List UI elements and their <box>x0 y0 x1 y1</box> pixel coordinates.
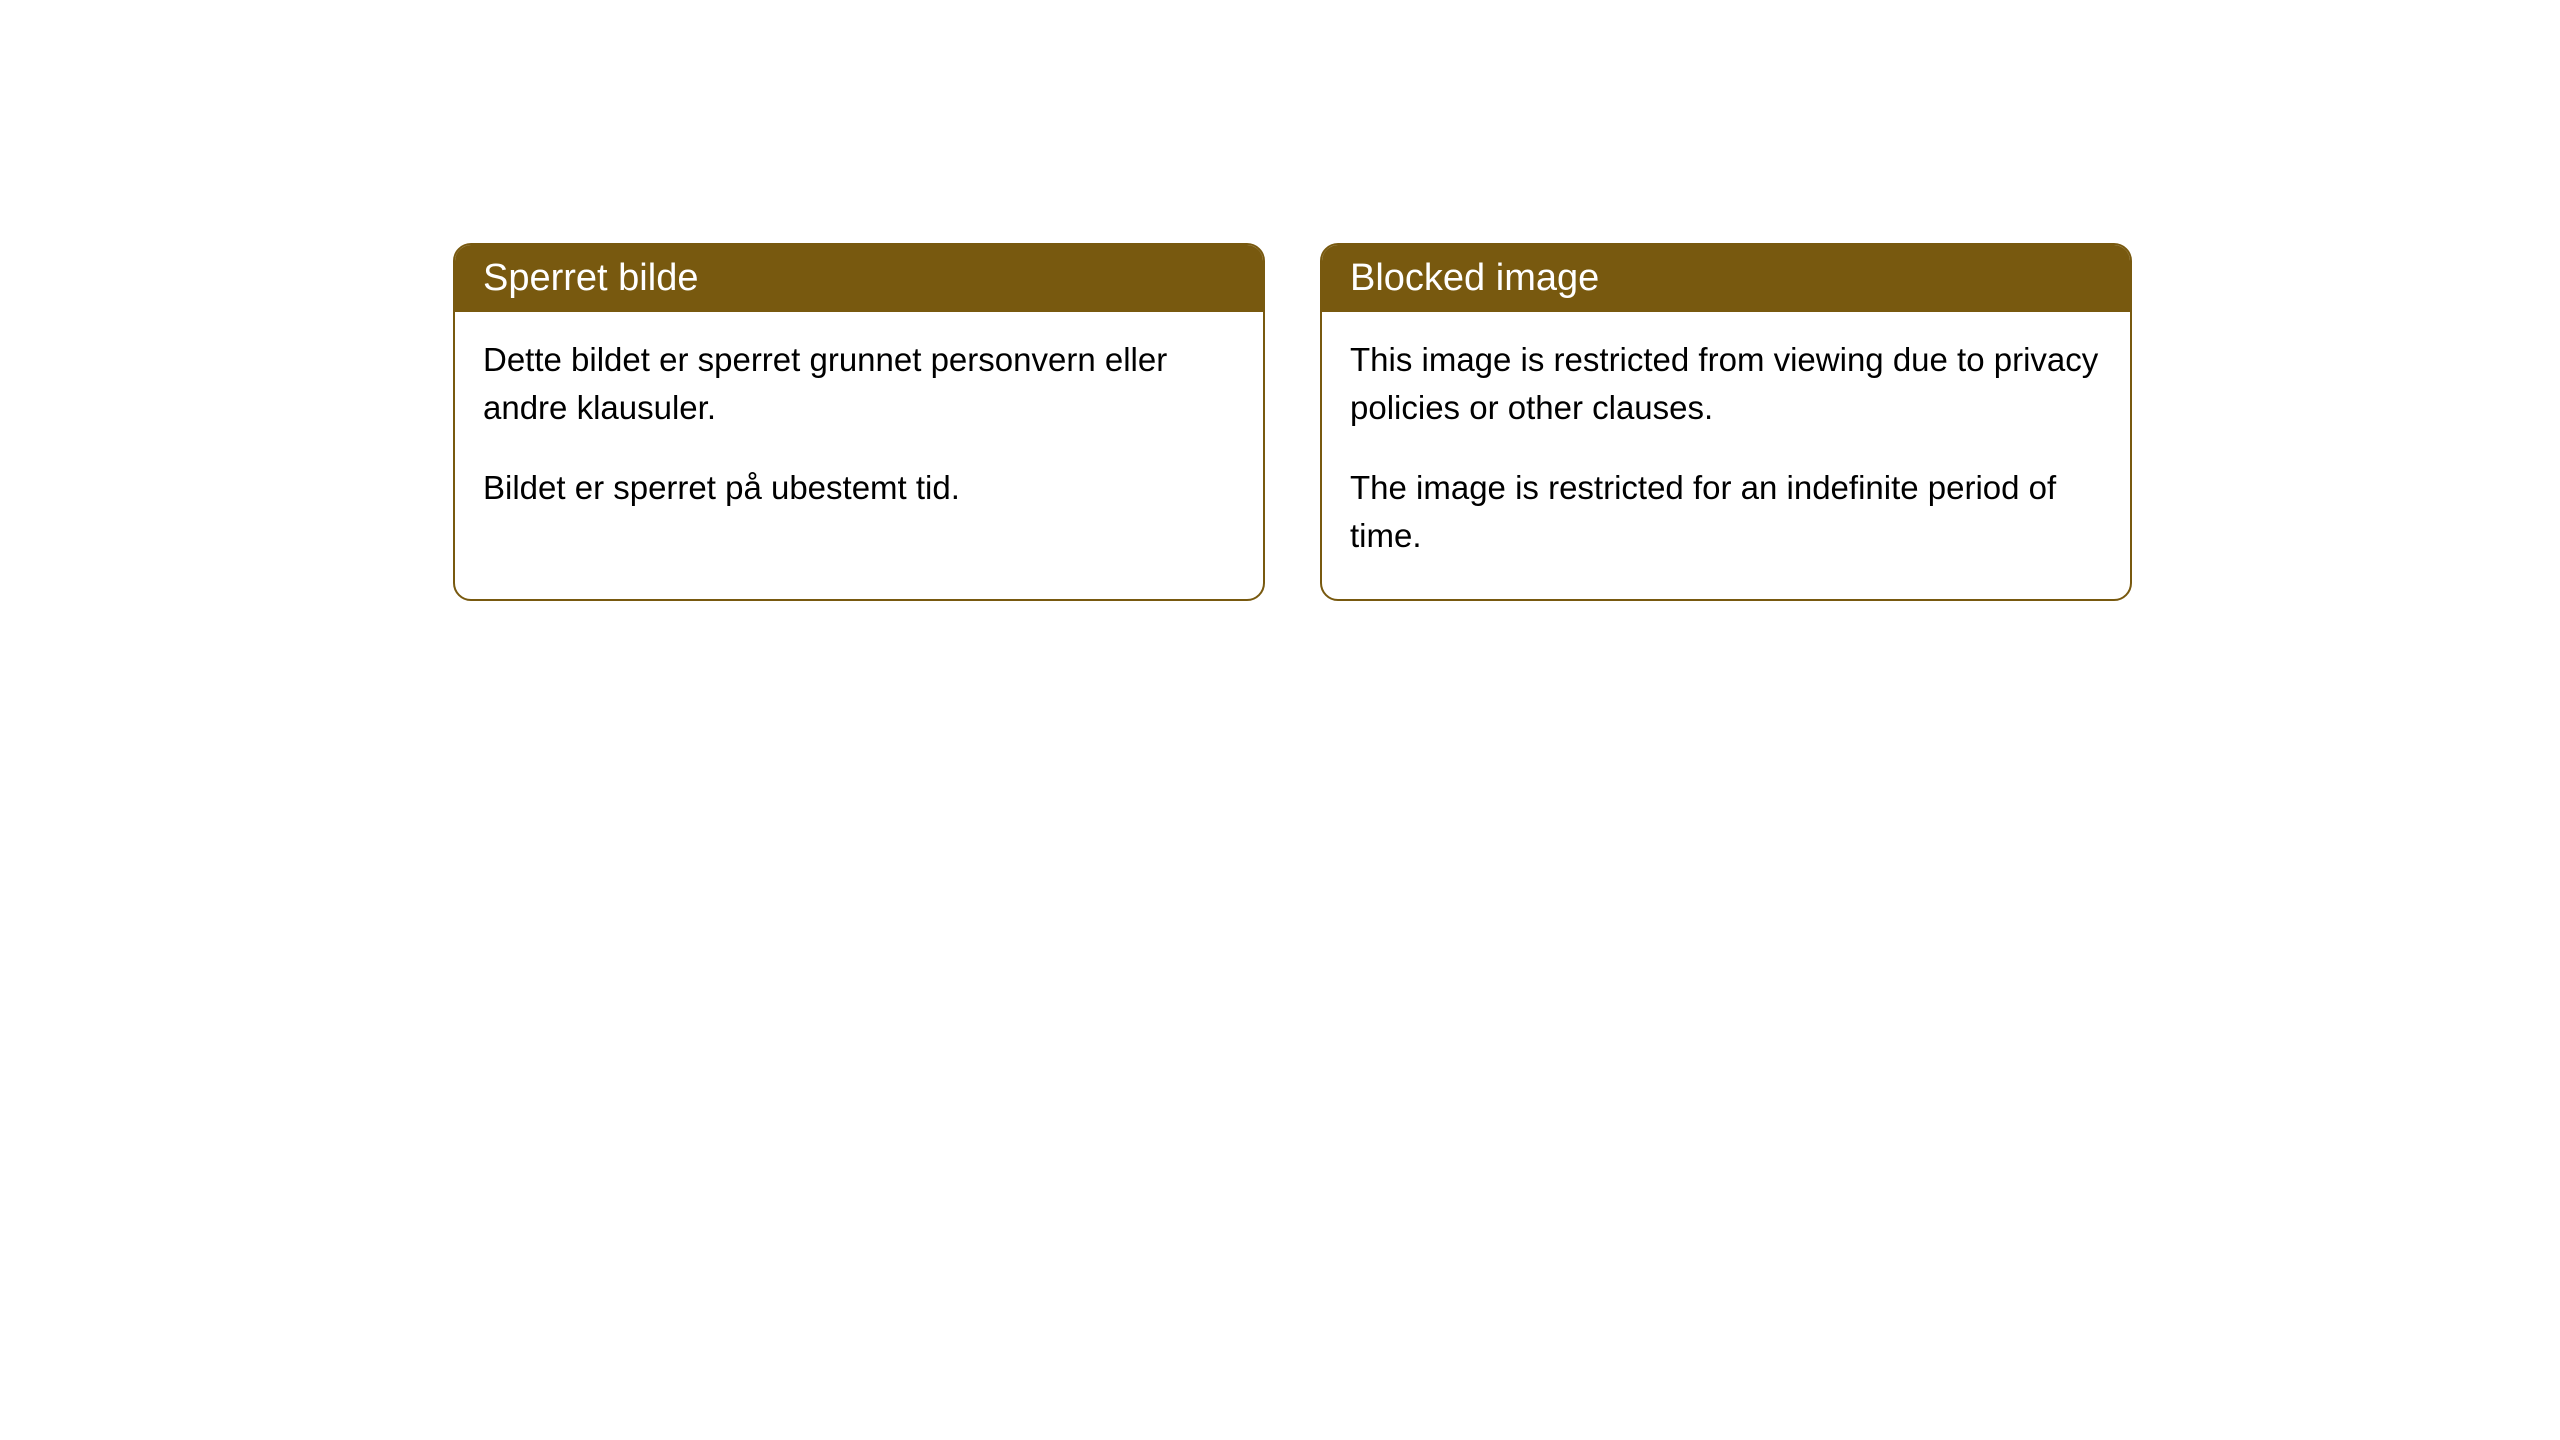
card-title: Blocked image <box>1350 257 1599 299</box>
card-paragraph: Bildet er sperret på ubestemt tid. <box>483 464 1235 512</box>
card-header: Sperret bilde <box>455 245 1263 312</box>
card-body: Dette bildet er sperret grunnet personve… <box>455 312 1263 552</box>
card-paragraph: The image is restricted for an indefinit… <box>1350 464 2102 560</box>
blocked-image-card-english: Blocked image This image is restricted f… <box>1320 243 2132 601</box>
blocked-image-card-norwegian: Sperret bilde Dette bildet er sperret gr… <box>453 243 1265 601</box>
card-paragraph: This image is restricted from viewing du… <box>1350 336 2102 432</box>
card-title: Sperret bilde <box>483 257 698 299</box>
notice-cards-container: Sperret bilde Dette bildet er sperret gr… <box>453 243 2132 601</box>
card-body: This image is restricted from viewing du… <box>1322 312 2130 599</box>
card-paragraph: Dette bildet er sperret grunnet personve… <box>483 336 1235 432</box>
card-header: Blocked image <box>1322 245 2130 312</box>
